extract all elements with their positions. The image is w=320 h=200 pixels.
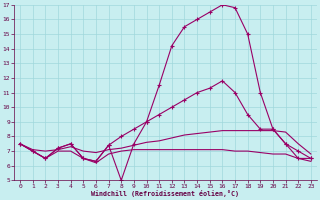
X-axis label: Windchill (Refroidissement éolien,°C): Windchill (Refroidissement éolien,°C) (92, 190, 239, 197)
